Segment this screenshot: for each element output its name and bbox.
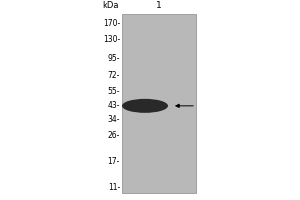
Bar <box>122 14 196 193</box>
Text: 55-: 55- <box>107 87 120 96</box>
Text: 130-: 130- <box>103 35 120 44</box>
Ellipse shape <box>122 99 168 113</box>
Text: 34-: 34- <box>107 115 120 124</box>
Text: 43-: 43- <box>107 101 120 110</box>
Text: 1: 1 <box>156 1 162 10</box>
Text: 26-: 26- <box>108 131 120 140</box>
Text: 72-: 72- <box>108 71 120 80</box>
Text: 11-: 11- <box>108 183 120 192</box>
Text: 17-: 17- <box>108 157 120 166</box>
Text: kDa: kDa <box>103 1 119 10</box>
Text: 170-: 170- <box>103 19 120 28</box>
Text: 95-: 95- <box>107 54 120 63</box>
